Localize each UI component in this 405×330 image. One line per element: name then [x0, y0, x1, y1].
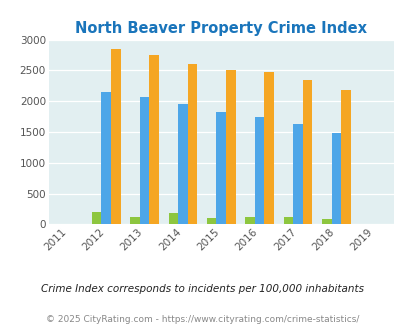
Bar [302, 80, 311, 224]
Bar [226, 70, 235, 224]
Bar [254, 116, 264, 224]
Bar [111, 49, 120, 224]
Bar [292, 124, 302, 224]
Bar [207, 218, 216, 224]
Bar [216, 112, 226, 224]
Bar [130, 217, 139, 224]
Title: North Beaver Property Crime Index: North Beaver Property Crime Index [75, 21, 367, 36]
Bar [264, 72, 273, 224]
Bar [101, 92, 111, 224]
Bar [149, 55, 159, 224]
Bar [187, 64, 197, 224]
Bar [331, 133, 340, 224]
Bar [178, 104, 187, 224]
Bar [139, 97, 149, 224]
Bar [92, 212, 101, 224]
Legend: North Beaver, Pennsylvania, National: North Beaver, Pennsylvania, National [65, 326, 376, 330]
Text: Crime Index corresponds to incidents per 100,000 inhabitants: Crime Index corresponds to incidents per… [41, 284, 364, 294]
Bar [321, 219, 331, 224]
Text: © 2025 CityRating.com - https://www.cityrating.com/crime-statistics/: © 2025 CityRating.com - https://www.city… [46, 315, 359, 324]
Bar [340, 90, 350, 224]
Bar [245, 217, 254, 224]
Bar [168, 213, 178, 224]
Bar [283, 217, 292, 224]
